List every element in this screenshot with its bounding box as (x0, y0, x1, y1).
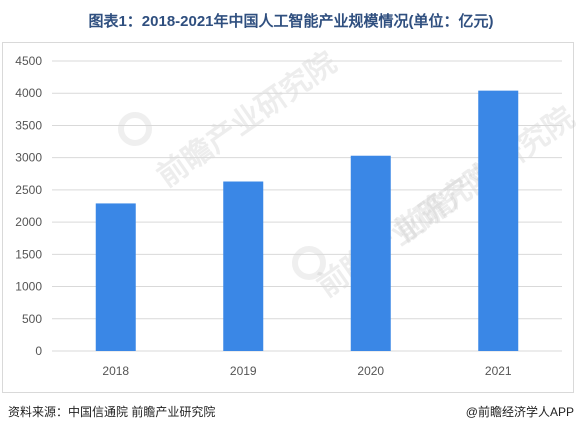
y-tick-label: 3000 (15, 151, 42, 165)
watermark-logo (118, 112, 152, 146)
brand-credit: @前瞻经济学人APP (465, 405, 574, 419)
bar (95, 203, 136, 351)
chart-frame (2, 42, 574, 393)
y-tick-label: 1000 (15, 280, 42, 294)
y-tick-label: 0 (35, 344, 42, 358)
source-note: 资料来源：中国信通院 前瞻产业研究院 (8, 405, 216, 419)
y-tick-label: 1500 (15, 247, 42, 261)
x-tick-label: 2021 (485, 364, 512, 378)
bar-chart: 0 500 1000 1500 2000 2500 3000 3500 4000 4500 2018… (15, 54, 562, 378)
bar (223, 181, 264, 351)
y-tick-label: 2000 (15, 215, 42, 229)
y-tick-label: 4500 (15, 54, 42, 68)
footer: 资料来源：中国信通院 前瞻产业研究院 @前瞻经济学人APP (0, 403, 582, 423)
bar (478, 90, 519, 352)
y-tick-label: 2500 (15, 183, 42, 197)
x-tick-label: 2020 (357, 364, 384, 378)
watermark-logo (292, 246, 326, 280)
bar (350, 155, 391, 351)
x-tick-label: 2018 (102, 364, 129, 378)
chart-title: 图表1：2018-2021年中国人工智能产业规模情况(单位：亿元) (88, 13, 494, 30)
y-tick-label: 500 (22, 312, 42, 326)
x-tick-label: 2019 (230, 364, 257, 378)
y-tick-label: 3500 (15, 118, 42, 132)
y-tick-label: 4000 (15, 86, 42, 100)
